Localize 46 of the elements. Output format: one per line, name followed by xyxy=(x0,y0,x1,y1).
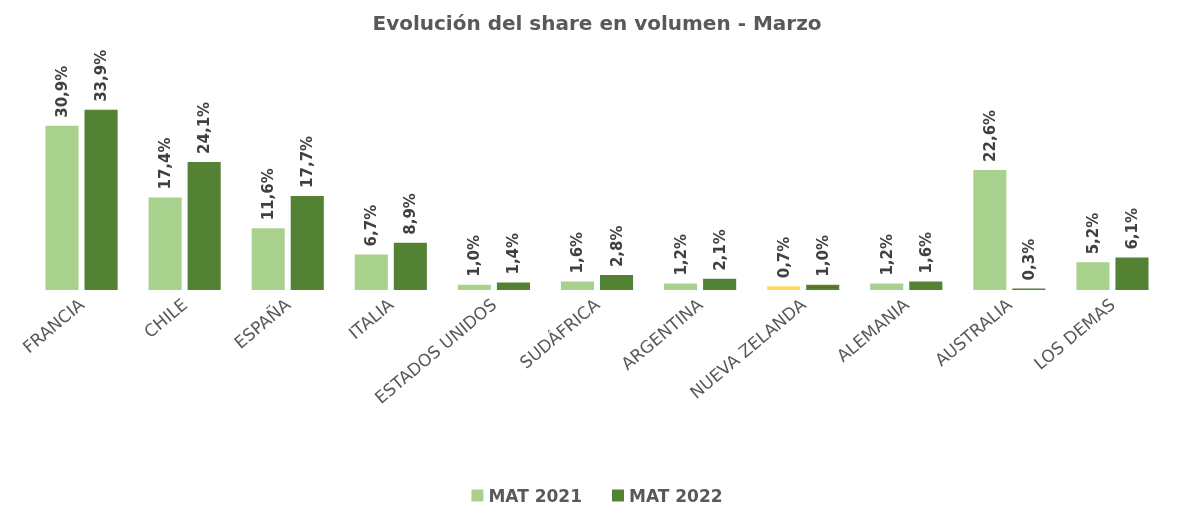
bar xyxy=(767,286,801,290)
bar xyxy=(806,284,840,290)
legend-label: MAT 2022 xyxy=(629,485,723,506)
data-label: 1,0% xyxy=(813,235,832,277)
bar xyxy=(560,281,595,290)
bar xyxy=(870,283,904,290)
bar xyxy=(703,278,737,290)
chart-title: Evolución del share en volumen - Marzo xyxy=(372,11,822,35)
data-label: 1,4% xyxy=(504,232,523,275)
data-label: 2,8% xyxy=(607,225,626,268)
data-label: 2,1% xyxy=(710,229,729,271)
bar xyxy=(84,109,118,290)
data-label: 8,9% xyxy=(401,193,420,235)
bar xyxy=(290,195,324,290)
bar xyxy=(148,197,182,290)
data-label: 1,0% xyxy=(465,235,484,277)
data-label: 30,9% xyxy=(53,65,72,118)
data-label: 11,6% xyxy=(259,168,278,221)
data-label: 0,3% xyxy=(1019,238,1038,281)
data-label: 6,1% xyxy=(1122,207,1141,250)
bar xyxy=(1115,257,1149,290)
data-label: 1,6% xyxy=(568,231,587,274)
bar xyxy=(393,242,427,290)
data-label: 17,7% xyxy=(298,135,317,188)
bar xyxy=(973,169,1007,290)
bar xyxy=(496,282,530,290)
bar xyxy=(664,283,698,290)
data-label: 0,7% xyxy=(774,236,793,279)
bar xyxy=(45,125,79,290)
bar xyxy=(599,275,634,290)
data-label: 33,9% xyxy=(92,49,111,102)
bar xyxy=(354,254,388,290)
bar xyxy=(909,281,943,290)
bar xyxy=(1076,262,1110,290)
data-label: 17,4% xyxy=(156,137,175,190)
bar xyxy=(251,228,285,290)
data-label: 22,6% xyxy=(980,109,999,162)
data-label: 1,2% xyxy=(671,234,690,276)
data-label: 1,6% xyxy=(916,231,935,274)
legend-label: MAT 2021 xyxy=(488,485,583,506)
data-label: 24,1% xyxy=(195,101,214,154)
data-label: 5,2% xyxy=(1083,212,1102,255)
data-label: 6,7% xyxy=(362,204,381,247)
bar xyxy=(457,284,491,290)
bar xyxy=(187,161,221,290)
data-label: 1,2% xyxy=(877,234,896,276)
